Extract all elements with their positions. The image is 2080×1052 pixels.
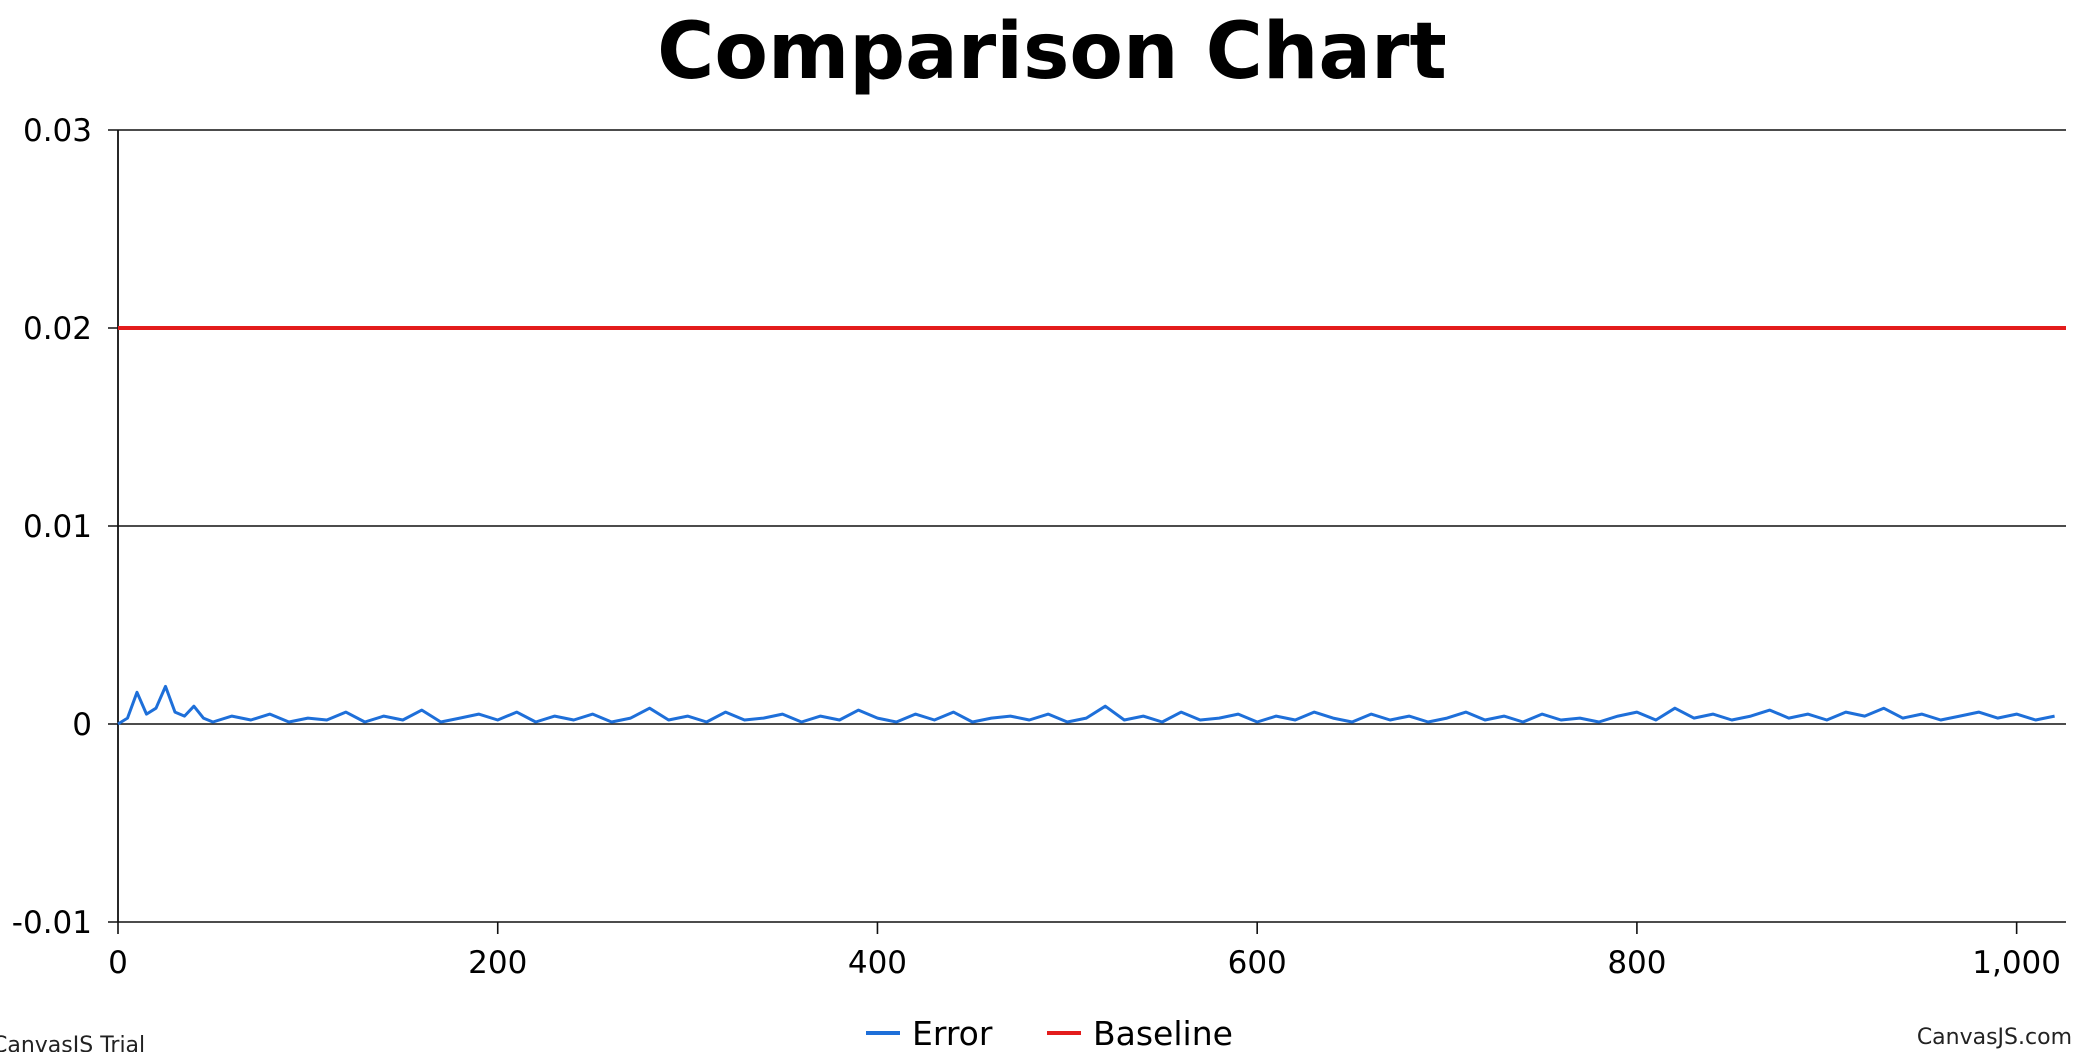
y-tick-label: 0.03 xyxy=(23,113,92,149)
axes xyxy=(117,130,2018,934)
series-layer xyxy=(117,326,2066,726)
x-tick-label: 1,000 xyxy=(1972,945,2061,981)
y-tick-label: -0.01 xyxy=(12,905,92,941)
x-tick-label: 200 xyxy=(468,945,527,981)
y-tick-label: 0.01 xyxy=(23,509,92,545)
chart-title: Comparison Chart xyxy=(657,7,1447,97)
legend[interactable]: Error Baseline xyxy=(866,1014,1233,1052)
x-tick-label: 400 xyxy=(848,945,907,981)
x-tick-label: 0 xyxy=(108,945,128,981)
watermark-left: CanvasJS Trial xyxy=(0,1033,145,1052)
x-tick-label: 800 xyxy=(1607,945,1666,981)
legend-label-error: Error xyxy=(912,1014,993,1052)
tick-labels: -0.01 0 0.01 0.02 0.03 0 200 400 600 800 1,000 xyxy=(12,113,2061,981)
gridlines xyxy=(108,129,2066,923)
y-tick-label: 0.02 xyxy=(23,311,92,347)
series-line-error xyxy=(117,684,2055,726)
x-tick-label: 600 xyxy=(1228,945,1287,981)
watermark-right: CanvasJS.com xyxy=(1917,1025,2072,1050)
legend-label-baseline: Baseline xyxy=(1093,1014,1233,1052)
y-tick-label: 0 xyxy=(72,707,92,743)
